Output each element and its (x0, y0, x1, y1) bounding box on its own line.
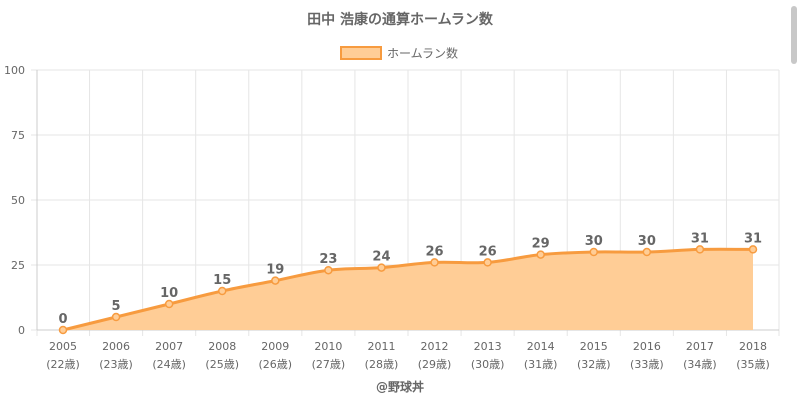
data-label: 26 (479, 244, 497, 259)
x-tick-sublabel: (22歳) (46, 358, 80, 371)
x-tick-label: 2013 (474, 340, 502, 353)
x-tick-sublabel: (34歳) (683, 358, 717, 371)
data-point[interactable] (589, 247, 599, 257)
y-tick-label: 25 (11, 259, 25, 272)
data-label: 24 (372, 250, 390, 265)
data-point[interactable] (748, 245, 758, 254)
x-tick-label: 2011 (367, 340, 395, 353)
series-line (61, 247, 755, 332)
data-point[interactable] (430, 258, 439, 267)
data-label: 19 (266, 263, 284, 278)
x-tick-sublabel: (30歳) (471, 358, 505, 371)
data-label: 5 (112, 299, 121, 314)
x-tick-label: 2014 (527, 340, 555, 353)
data-label: 30 (585, 234, 603, 249)
x-tick-sublabel: (26歳) (259, 358, 293, 371)
x-tick-label: 2016 (633, 340, 661, 353)
data-label: 31 (744, 231, 762, 246)
x-tick-label: 2008 (208, 340, 236, 353)
y-tick-label: 0 (18, 324, 25, 337)
y-axis: 0 25 50 75 100 (4, 64, 25, 337)
x-tick-label: 2005 (49, 340, 77, 353)
series-area (63, 249, 753, 330)
scrollbar[interactable] (791, 6, 797, 64)
x-tick-label: 2018 (739, 340, 767, 353)
x-tick-sublabel: (27歳) (312, 358, 346, 371)
x-tick-label: 2009 (261, 340, 289, 353)
x-tick-sublabel: (35歳) (736, 358, 770, 371)
chart-title: 田中 浩康の通算ホームラン数 (307, 11, 494, 28)
chart-credit: @野球丼 (376, 379, 424, 394)
data-point[interactable] (324, 265, 333, 275)
y-tick-label: 75 (11, 129, 25, 142)
x-tick-sublabel: (31歳) (524, 358, 558, 371)
data-point[interactable] (483, 258, 492, 267)
x-tick-sublabel: (24歳) (152, 358, 186, 371)
y-tick-label: 100 (4, 64, 25, 77)
data-point[interactable] (164, 299, 174, 309)
data-label: 31 (691, 231, 709, 246)
data-label: 29 (532, 237, 550, 252)
x-tick-sublabel: (29歳) (418, 358, 452, 371)
x-tick-sublabel: (32歳) (577, 358, 611, 371)
x-tick-sublabel: (25歳) (205, 358, 239, 371)
data-point[interactable] (642, 247, 652, 257)
data-point[interactable] (111, 312, 121, 322)
x-tick-label: 2006 (102, 340, 130, 353)
data-point[interactable] (217, 286, 227, 296)
data-point[interactable] (271, 276, 280, 285)
data-label: 26 (425, 244, 443, 259)
data-point[interactable] (58, 325, 68, 335)
x-tick-sublabel: (33歳) (630, 358, 664, 371)
y-tick-label: 50 (11, 194, 25, 207)
x-axis: 2005 (22歳) 2006 (23歳) 2007 (24歳) 2008 (25歳) 2009… (46, 340, 770, 371)
x-tick-label: 2017 (686, 340, 714, 353)
data-label: 30 (638, 234, 656, 249)
data-labels: 0 5 10 15 19 23 24 26 26 29 30 30 31 31 (58, 231, 762, 327)
data-label: 0 (58, 312, 67, 327)
data-point[interactable] (536, 250, 545, 259)
x-tick-sublabel: (23歳) (99, 358, 133, 371)
plot-area (58, 245, 758, 335)
data-label: 23 (319, 252, 337, 267)
data-label: 10 (160, 286, 178, 301)
x-tick-label: 2012 (421, 340, 449, 353)
x-tick-label: 2007 (155, 340, 183, 353)
legend-swatch (340, 46, 382, 60)
legend-label: ホームラン数 (387, 46, 458, 61)
x-tick-label: 2010 (314, 340, 342, 353)
data-point[interactable] (695, 245, 705, 254)
data-point[interactable] (377, 263, 386, 272)
data-label: 15 (213, 273, 231, 288)
x-tick-label: 2015 (580, 340, 608, 353)
legend[interactable]: ホームラン数 (340, 46, 458, 61)
x-tick-sublabel: (28歳) (365, 358, 399, 371)
